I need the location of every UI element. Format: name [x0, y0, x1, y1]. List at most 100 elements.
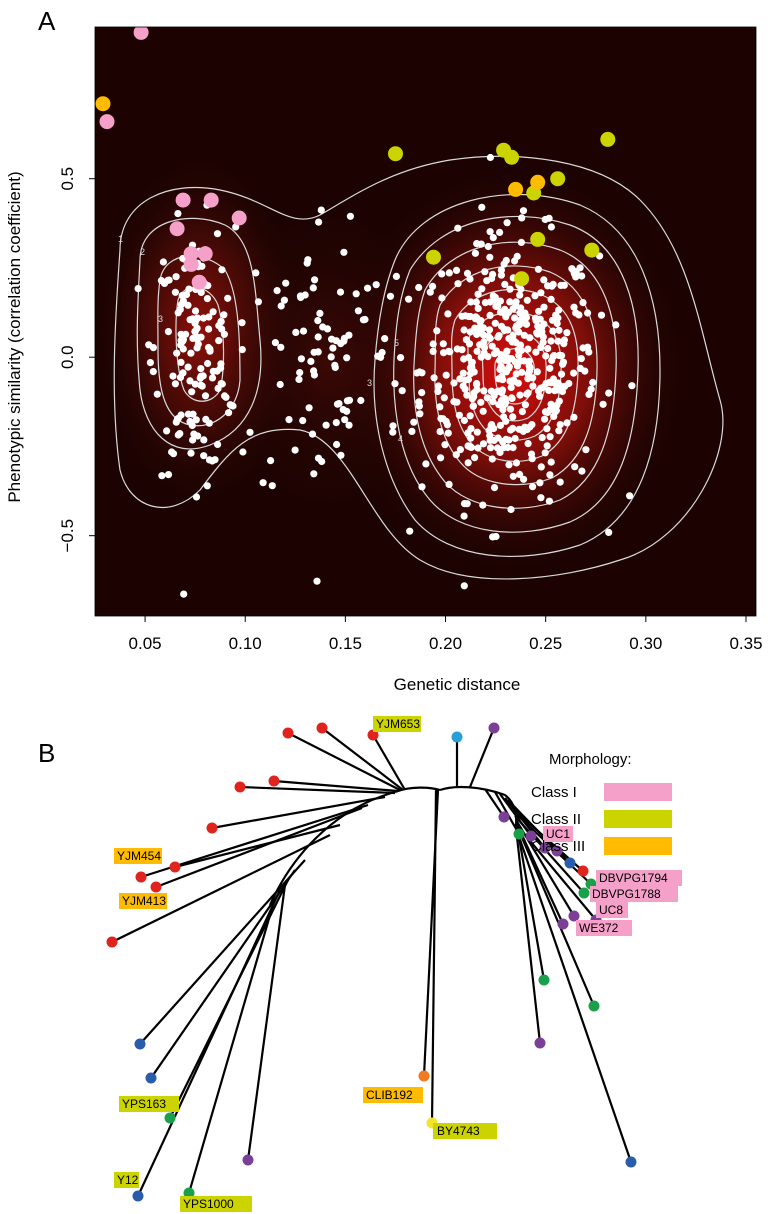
background-point — [292, 328, 300, 336]
background-point — [310, 371, 318, 379]
background-point — [215, 337, 223, 345]
background-point — [311, 276, 319, 284]
background-point — [197, 288, 205, 296]
svg-text:DBVPG1788: DBVPG1788 — [592, 887, 661, 901]
tree-branch — [150, 869, 296, 1079]
background-point — [463, 391, 471, 399]
background-point — [503, 219, 511, 227]
background-point — [473, 347, 481, 355]
background-point — [422, 460, 430, 468]
background-point — [177, 330, 185, 338]
background-point — [315, 218, 323, 226]
background-point — [277, 302, 285, 310]
point-class-i — [183, 256, 199, 272]
background-point — [187, 349, 195, 357]
background-point — [442, 417, 450, 425]
background-point — [310, 348, 318, 356]
background-point — [507, 426, 515, 434]
background-point — [557, 370, 566, 378]
point-class-i — [197, 246, 213, 262]
x-tick-label: 0.30 — [629, 634, 662, 653]
background-point — [340, 334, 348, 342]
background-point — [285, 416, 293, 424]
background-point — [483, 394, 491, 402]
leaf-dot-blue — [134, 1038, 146, 1050]
background-point — [438, 294, 446, 302]
x-tick-label: 0.20 — [429, 634, 462, 653]
background-point — [470, 393, 478, 401]
tree-backbone — [439, 785, 506, 797]
background-point — [490, 392, 498, 400]
background-point — [548, 316, 557, 324]
background-point — [202, 415, 210, 423]
background-point — [548, 282, 556, 290]
background-point — [516, 470, 524, 478]
x-tick-label: 0.10 — [229, 634, 262, 653]
scatter-plot: 1 2 3 3 4 5 — [94, 26, 757, 617]
background-point — [224, 294, 232, 302]
background-point — [512, 459, 521, 467]
background-point — [549, 327, 557, 335]
background-point — [341, 416, 349, 424]
background-point — [434, 387, 442, 396]
background-point — [560, 336, 569, 344]
background-point — [515, 321, 523, 329]
morphology-legend: Morphology: Class I Class II Class III — [531, 751, 672, 855]
background-point — [445, 480, 453, 488]
x-tick-label: 0.05 — [129, 634, 162, 653]
x-axis: 0.05 0.10 0.15 0.20 0.25 0.30 0.35 — [129, 616, 763, 653]
background-point — [503, 347, 511, 355]
background-point — [277, 343, 285, 351]
background-point — [408, 427, 416, 435]
background-point — [327, 353, 335, 361]
background-point — [282, 279, 290, 287]
background-point — [488, 342, 496, 350]
leaf-label-uc1: UC1 — [543, 826, 573, 842]
background-point — [336, 288, 345, 296]
background-point — [515, 351, 523, 359]
background-point — [464, 375, 473, 384]
leaf-dot-purple — [525, 830, 537, 842]
background-point — [479, 440, 488, 448]
point-class-i — [175, 192, 191, 208]
background-point — [605, 389, 613, 397]
x-tick-label: 0.25 — [529, 634, 562, 653]
panel-letter-a: A — [38, 6, 56, 36]
tree-leaves — [106, 722, 637, 1202]
background-point — [413, 369, 421, 377]
background-point — [579, 299, 587, 307]
background-point — [441, 441, 449, 449]
background-point — [519, 427, 527, 435]
background-point — [540, 303, 548, 311]
background-point — [392, 272, 400, 280]
background-point — [575, 311, 583, 319]
background-point — [197, 372, 205, 380]
background-point — [198, 262, 206, 270]
background-point — [439, 340, 447, 348]
tree-branch — [287, 732, 401, 791]
background-point — [496, 308, 505, 316]
background-point — [184, 301, 192, 309]
background-point — [418, 389, 426, 397]
background-point — [485, 326, 494, 334]
background-point — [297, 355, 305, 363]
background-point — [433, 327, 441, 335]
background-point — [333, 400, 342, 408]
leaf-dot-red — [234, 781, 246, 793]
svg-text:CLIB192: CLIB192 — [366, 1088, 413, 1102]
background-point — [159, 258, 167, 266]
point-class-iii — [508, 181, 524, 197]
background-point — [164, 471, 173, 479]
background-point — [226, 401, 234, 409]
background-point — [191, 307, 200, 315]
background-point — [267, 457, 275, 465]
background-point — [578, 272, 586, 280]
background-point — [486, 436, 494, 444]
background-point — [332, 419, 340, 427]
leaf-dot-green — [578, 887, 590, 899]
background-point — [416, 410, 424, 418]
tree-branch — [174, 823, 341, 869]
background-point — [504, 443, 512, 452]
background-point — [357, 396, 365, 405]
background-point — [194, 432, 202, 440]
